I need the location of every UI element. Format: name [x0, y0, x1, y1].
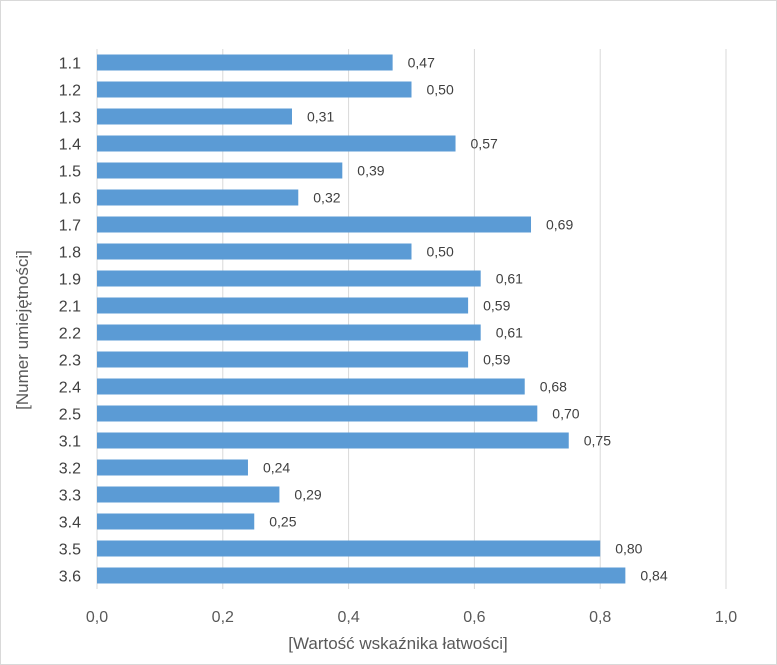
- bar: [97, 54, 393, 71]
- data-label: 0,84: [640, 568, 667, 584]
- gridlines: [96, 49, 727, 589]
- data-label: 0,59: [483, 352, 510, 368]
- category-label: 2.5: [59, 407, 81, 424]
- category-label: 3.4: [59, 515, 81, 532]
- data-label: 0,31: [307, 109, 334, 125]
- bar: [97, 162, 343, 179]
- category-label: 3.6: [59, 569, 81, 586]
- category-label: 2.4: [59, 380, 81, 397]
- category-label: 1.3: [59, 110, 81, 127]
- bar: [97, 108, 292, 125]
- data-label: 0,24: [263, 460, 290, 476]
- data-label: 0,25: [269, 514, 296, 530]
- data-label: 0,39: [357, 163, 384, 179]
- bar: [97, 378, 525, 395]
- x-tick-label: 0,6: [463, 609, 485, 626]
- y-axis-title: [Numer umiejętności]: [13, 250, 32, 410]
- bar: [97, 270, 481, 287]
- x-tick-label: 0,2: [212, 609, 234, 626]
- data-label: 0,75: [584, 433, 611, 449]
- category-label: 1.6: [59, 191, 81, 208]
- category-label: 2.2: [59, 326, 81, 343]
- data-labels: 0,47 0,50 0,31 0,57 0,39 0,32 0,69 0,50 0,61 0,59…: [263, 55, 668, 584]
- data-label: 0,61: [496, 325, 523, 341]
- data-label: 0,70: [552, 406, 579, 422]
- x-tick-labels: 0,0 0,2 0,4 0,6 0,8 1,0: [86, 609, 737, 626]
- data-label: 0,32: [313, 190, 340, 206]
- data-label: 0,59: [483, 298, 510, 314]
- bar: [97, 81, 412, 98]
- data-label: 0,47: [408, 55, 435, 71]
- category-label: 1.4: [59, 137, 81, 154]
- category-label: 1.7: [59, 218, 81, 235]
- x-tick-label: 0,8: [589, 609, 611, 626]
- category-label: 1.1: [59, 56, 81, 73]
- bar: [97, 540, 601, 557]
- bar: [97, 567, 626, 584]
- bar: [97, 189, 299, 206]
- bar: [97, 513, 255, 530]
- category-label: 1.5: [59, 164, 81, 181]
- bar: [97, 405, 538, 422]
- category-label: 2.3: [59, 353, 81, 370]
- bar: [97, 297, 469, 314]
- x-tick-label: 0,0: [86, 609, 108, 626]
- x-tick-label: 0,4: [337, 609, 359, 626]
- data-label: 0,50: [427, 244, 454, 260]
- data-label: 0,29: [294, 487, 321, 503]
- bar: [97, 351, 469, 368]
- category-label: 1.2: [59, 83, 81, 100]
- data-label: 0,80: [615, 541, 642, 557]
- category-label: 3.5: [59, 542, 81, 559]
- category-label: 2.1: [59, 299, 81, 316]
- bar: [97, 135, 456, 152]
- category-label: 1.8: [59, 245, 81, 262]
- data-label: 0,69: [546, 217, 573, 233]
- data-label: 0,50: [427, 82, 454, 98]
- data-label: 0,57: [471, 136, 498, 152]
- x-tick-label: 1,0: [715, 609, 737, 626]
- bar: [97, 432, 569, 449]
- data-label: 0,68: [540, 379, 567, 395]
- bars: [97, 54, 626, 584]
- bar: [97, 216, 532, 233]
- x-axis-title: [Wartość wskaźnika łatwości]: [288, 634, 507, 653]
- category-labels: 1.1 1.2 1.3 1.4 1.5 1.6 1.7 1.8 1.9 2.1 2.2 2.3 2.4 2…: [59, 56, 81, 586]
- bar: [97, 459, 248, 476]
- category-label: 3.2: [59, 461, 81, 478]
- category-label: 3.1: [59, 434, 81, 451]
- bar: [97, 243, 412, 260]
- data-label: 0,61: [496, 271, 523, 287]
- category-label: 3.3: [59, 488, 81, 505]
- category-label: 1.9: [59, 272, 81, 289]
- bar: [97, 486, 280, 503]
- bar: [97, 324, 481, 341]
